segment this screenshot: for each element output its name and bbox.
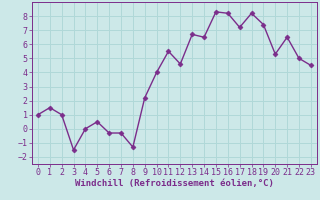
X-axis label: Windchill (Refroidissement éolien,°C): Windchill (Refroidissement éolien,°C) [75, 179, 274, 188]
